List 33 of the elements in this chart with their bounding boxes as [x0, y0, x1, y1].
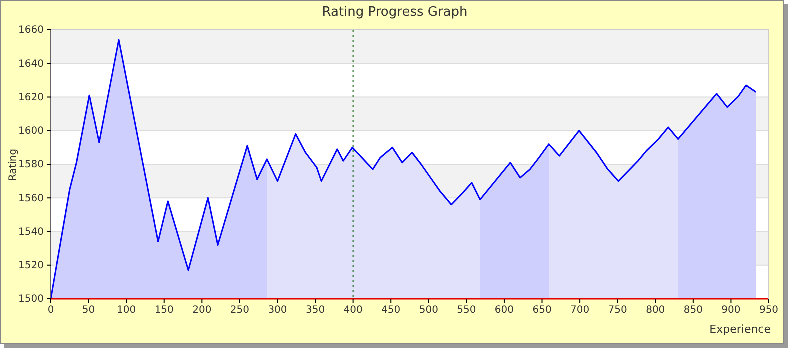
x-tick-label: 350	[306, 305, 326, 316]
x-tick-label: 50	[82, 305, 96, 316]
y-tick-label: 1620	[18, 92, 44, 104]
x-tick-label: 750	[608, 305, 628, 316]
y-tick-label: 1560	[18, 193, 44, 204]
x-tick-label: 450	[382, 305, 401, 316]
x-tick-label: 800	[646, 305, 666, 316]
y-axis-title: Rating	[8, 148, 19, 182]
x-tick-label: 150	[154, 305, 174, 316]
x-tick-label: 200	[192, 305, 212, 316]
chart-title: Rating Progress Graph	[322, 5, 468, 20]
x-tick-label: 700	[570, 305, 590, 316]
x-tick-label: 100	[117, 305, 136, 316]
x-tick-label: 850	[684, 305, 703, 316]
y-tick-label: 1580	[18, 160, 44, 171]
x-tick-label: 0	[48, 305, 54, 316]
x-tick-label: 400	[344, 305, 363, 316]
line-series	[50, 39, 757, 300]
y-tick-label: 1520	[18, 260, 44, 272]
y-tick-label: 1640	[18, 58, 44, 70]
y-tick-label: 1500	[18, 294, 44, 306]
x-tick-label: 650	[532, 305, 552, 316]
x-tick-label: 250	[230, 305, 250, 316]
x-tick-label: 900	[722, 305, 741, 316]
x-tick-label: 500	[419, 305, 438, 316]
x-tick-label: 600	[494, 305, 514, 316]
y-tick-label: 1660	[18, 25, 44, 36]
x-tick-label: 550	[457, 305, 476, 316]
y-tick-label: 1540	[18, 226, 44, 238]
y-tick-label: 1600	[18, 126, 44, 138]
x-tick-label: 300	[268, 305, 288, 316]
x-tick-label: 950	[759, 305, 779, 316]
x-axis-title: Experience	[710, 323, 772, 336]
